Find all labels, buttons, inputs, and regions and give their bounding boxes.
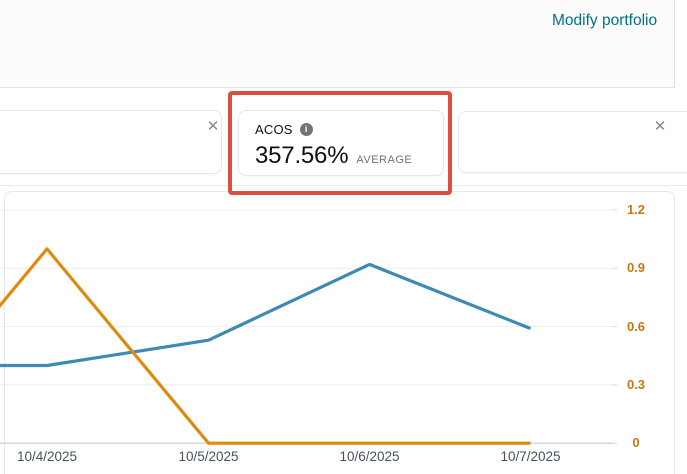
y-axis-label: 0.9 <box>626 260 646 276</box>
portfolio-header-panel: Modify portfolio <box>0 0 675 88</box>
acos-title-row: ACOS i <box>255 122 427 137</box>
x-axis-label: 10/6/2025 <box>339 449 400 464</box>
info-icon[interactable]: i <box>299 123 313 136</box>
x-axis-label: 10/5/2025 <box>178 449 239 464</box>
close-icon[interactable]: ✕ <box>206 118 220 135</box>
cards-strip-divider <box>0 185 687 186</box>
metric-card-acos[interactable]: ACOS i 357.56% AVERAGE <box>238 110 444 176</box>
chart-panel <box>4 191 675 474</box>
y-axis-label: 0.3 <box>626 376 646 392</box>
y-axis-label: 0 <box>632 435 640 451</box>
y-axis-label: 0.6 <box>626 318 646 334</box>
acos-card-title: ACOS <box>255 122 293 137</box>
modify-portfolio-link[interactable]: Modify portfolio <box>552 12 658 29</box>
close-icon[interactable]: ✕ <box>653 118 667 135</box>
x-axis-label: 10/7/2025 <box>500 449 561 464</box>
metric-card-right-partial[interactable] <box>458 111 687 173</box>
acos-value-row: 357.56% AVERAGE <box>255 142 427 170</box>
acos-qualifier: AVERAGE <box>356 154 413 166</box>
x-axis-label: 10/4/2025 <box>16 449 78 464</box>
y-axis-label: 1.2 <box>626 202 646 217</box>
metric-card-left-partial[interactable] <box>0 110 222 174</box>
acos-value: 357.56% <box>255 142 349 169</box>
